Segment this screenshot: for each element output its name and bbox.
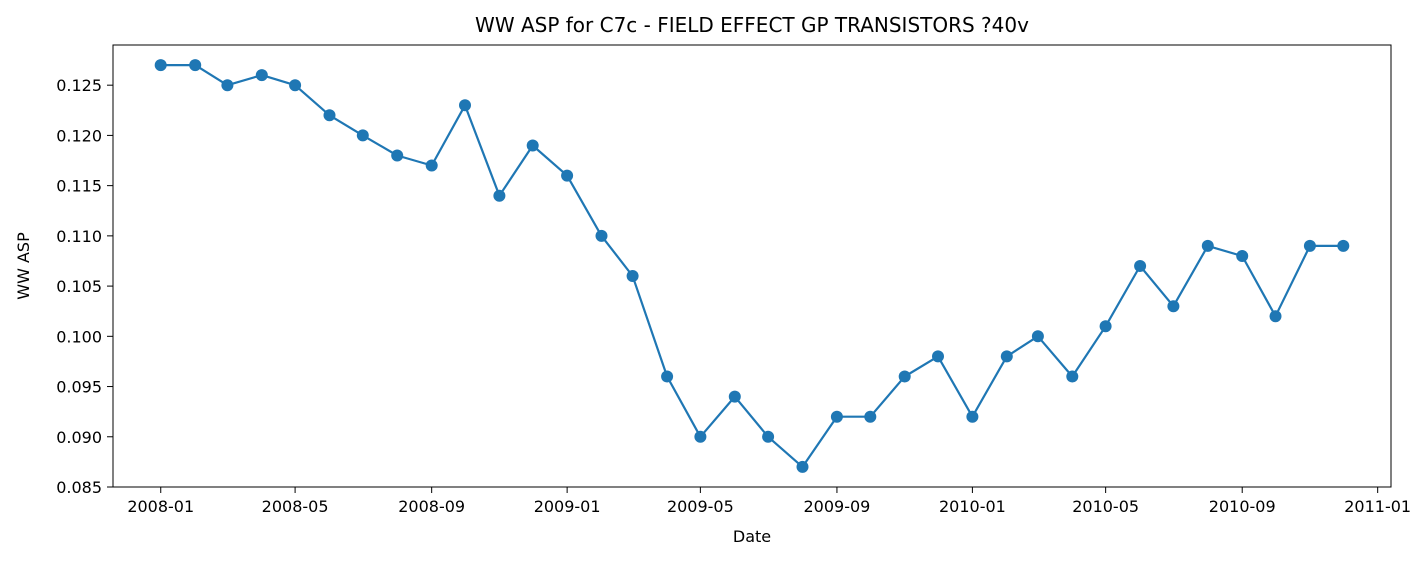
data-point: [323, 109, 336, 122]
data-point: [1000, 350, 1013, 363]
plot-area: [154, 59, 1350, 473]
data-point: [255, 69, 268, 82]
x-tick-label: 2010-05: [1072, 497, 1139, 516]
data-point: [459, 99, 471, 112]
y-tick-label: 0.125: [56, 76, 102, 95]
data-point: [154, 59, 167, 72]
y-tick-label: 0.115: [56, 177, 102, 196]
chart-title: WW ASP for C7c - FIELD EFFECT GP TRANSIS…: [475, 13, 1029, 37]
data-point: [694, 430, 707, 443]
data-point: [1236, 250, 1249, 262]
data-point: [1134, 260, 1147, 272]
axes: 2008-01 2008-05 2008-09 2009-01 2009-05 2009-…: [56, 44, 1411, 516]
y-axis-label: WW ASP: [14, 232, 33, 300]
x-tick-label: 2008-09: [398, 497, 465, 516]
data-point: [864, 410, 877, 423]
data-point: [425, 159, 438, 172]
data-point: [391, 149, 404, 162]
data-point: [1066, 370, 1079, 383]
x-tick-label: 2010-01: [939, 497, 1006, 516]
data-point: [221, 79, 234, 92]
data-point: [830, 410, 843, 423]
x-tick-label: 2009-05: [667, 497, 734, 516]
data-point: [728, 390, 741, 403]
data-point: [493, 189, 506, 202]
data-point: [966, 410, 979, 423]
data-point: [626, 270, 639, 282]
data-point: [561, 169, 574, 182]
data-point: [356, 129, 369, 142]
data-point: [1201, 239, 1214, 252]
data-point: [661, 370, 674, 383]
data-point: [595, 229, 608, 242]
x-tick-label: 2009-01: [534, 497, 601, 516]
y-tick-label: 0.085: [56, 478, 102, 497]
data-point: [762, 430, 775, 443]
plot-frame: [112, 44, 1392, 488]
y-tick-label: 0.100: [56, 327, 102, 346]
y-tick-label: 0.105: [56, 277, 102, 296]
data-point: [1167, 300, 1180, 313]
data-point: [898, 370, 911, 383]
y-tick-label: 0.095: [56, 378, 102, 397]
data-point: [1099, 320, 1112, 333]
data-point: [1337, 239, 1350, 252]
data-point: [189, 59, 202, 72]
x-tick-label: 2009-09: [804, 497, 871, 516]
y-tick-label: 0.120: [56, 126, 102, 145]
x-tick-label: 2011-01: [1344, 497, 1411, 516]
series-line: [160, 63, 1344, 468]
data-point: [932, 350, 944, 363]
data-point: [526, 139, 539, 152]
x-tick-label: 2008-05: [262, 497, 329, 516]
data-point: [1031, 330, 1044, 343]
x-axis-label: Date: [733, 527, 771, 546]
data-point: [1303, 239, 1316, 252]
x-tick-label: 2010-09: [1209, 497, 1276, 516]
data-point: [1269, 310, 1282, 323]
y-tick-label: 0.090: [56, 428, 102, 447]
x-tick-label: 2008-01: [127, 497, 194, 516]
data-point: [796, 460, 809, 473]
data-point: [289, 79, 302, 92]
y-tick-label: 0.110: [56, 227, 102, 246]
